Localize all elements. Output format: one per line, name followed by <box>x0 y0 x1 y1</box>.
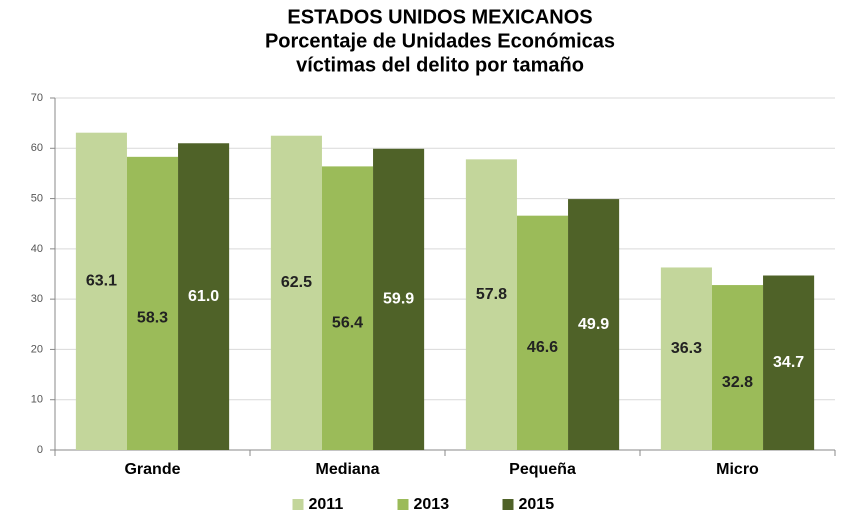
data-label: 36.3 <box>671 340 702 357</box>
bar <box>660 267 712 450</box>
y-tick-label: 10 <box>31 394 43 406</box>
bar <box>178 143 230 450</box>
bar <box>126 156 179 450</box>
x-tick-label: Mediana <box>315 461 379 478</box>
data-label: 59.9 <box>383 291 414 308</box>
bar <box>465 159 517 450</box>
data-label: 63.1 <box>86 273 117 290</box>
data-label: 57.8 <box>476 286 507 303</box>
data-label: 34.7 <box>773 354 804 371</box>
bar <box>763 275 815 450</box>
chart-title: Porcentaje de Unidades Económicas <box>265 30 615 52</box>
legend-label: 2011 <box>309 496 344 513</box>
legend-label: 2013 <box>414 496 450 513</box>
bar <box>75 132 127 450</box>
x-tick-label: Micro <box>716 461 759 478</box>
data-label: 61.0 <box>188 288 219 305</box>
legend-swatch <box>292 499 304 510</box>
data-label: 32.8 <box>722 374 753 391</box>
y-tick-label: 30 <box>31 293 43 305</box>
data-label: 58.3 <box>137 310 168 327</box>
chart-title: ESTADOS UNIDOS MEXICANOS <box>287 6 592 28</box>
y-tick-label: 0 <box>37 444 43 456</box>
y-tick-label: 40 <box>31 243 43 255</box>
bar <box>270 135 322 450</box>
y-tick-label: 50 <box>31 192 43 204</box>
legend-swatch <box>397 499 409 510</box>
bar <box>373 148 425 450</box>
y-tick-label: 70 <box>31 92 43 104</box>
y-tick-label: 20 <box>31 343 43 355</box>
legend-label: 2015 <box>519 496 555 513</box>
data-label: 46.6 <box>527 339 558 356</box>
y-tick-label: 60 <box>31 142 43 154</box>
legend-swatch <box>502 499 514 510</box>
bar <box>321 166 374 451</box>
bar <box>568 199 620 450</box>
bar <box>516 215 569 450</box>
bar <box>711 285 764 450</box>
x-tick-label: Pequeña <box>509 461 576 478</box>
data-label: 49.9 <box>578 316 609 333</box>
chart-title: víctimas del delito por tamaño <box>296 54 584 76</box>
x-tick-label: Grande <box>124 461 180 478</box>
data-label: 56.4 <box>332 314 363 331</box>
data-label: 62.5 <box>281 274 312 291</box>
